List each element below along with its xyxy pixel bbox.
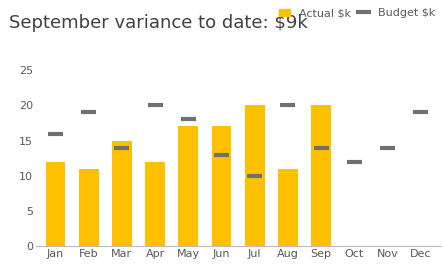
Bar (211, 127, 231, 246)
Bar (112, 141, 132, 246)
Bar (45, 162, 65, 246)
Bar (79, 169, 99, 246)
Legend: Actual $k, Budget $k: Actual $k, Budget $k (279, 8, 435, 18)
Bar (145, 162, 165, 246)
Bar (311, 105, 331, 246)
Text: September variance to date: $9k: September variance to date: $9k (9, 14, 307, 32)
Bar (278, 169, 298, 246)
Bar (245, 105, 265, 246)
Bar (178, 127, 198, 246)
